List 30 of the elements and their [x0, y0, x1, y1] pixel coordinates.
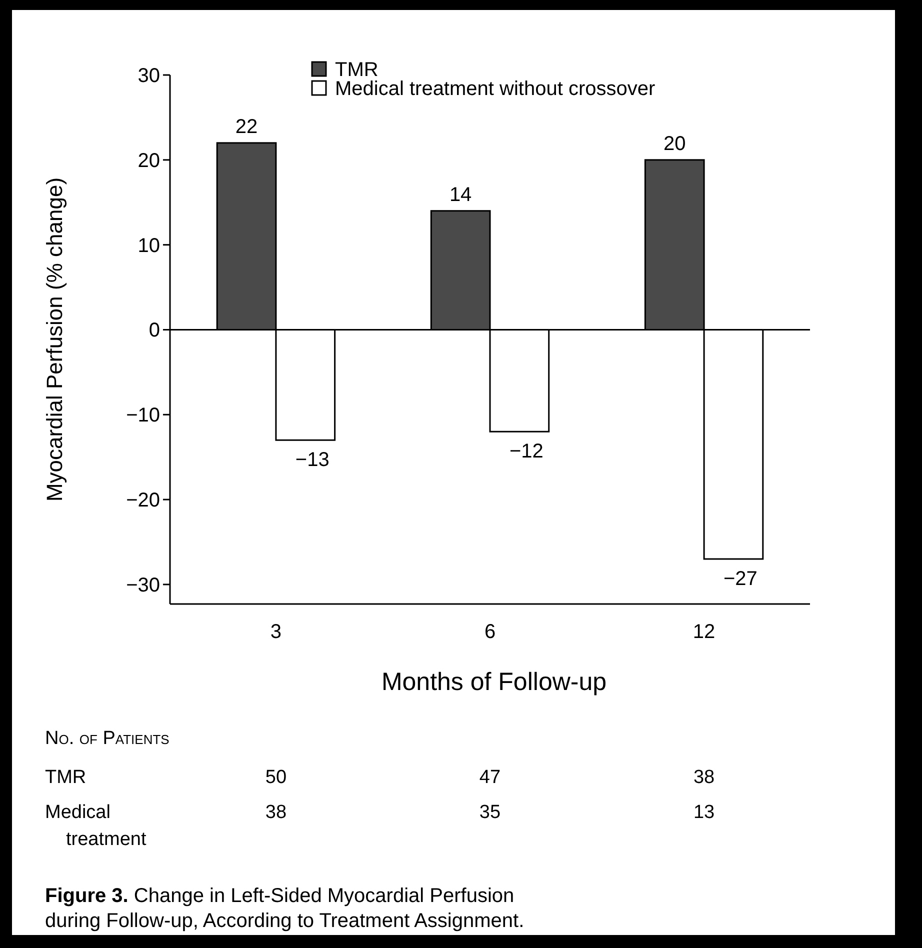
- text: 35: [479, 802, 501, 823]
- y-tick-label: −30: [126, 574, 160, 596]
- data-label: 14: [449, 184, 472, 206]
- x-axis-title: Months of Follow-up: [381, 668, 607, 696]
- text: 38: [265, 802, 287, 823]
- y-tick-label: −10: [126, 404, 160, 427]
- caption: Figure 3. Change in Left-Sided Myocardial Perfusion during Follow-up, According to Treatment Assignment.: [45, 885, 524, 932]
- y-axis-title: Myocardial Perfusion (% change): [42, 177, 67, 502]
- y-tick-label: 0: [148, 320, 160, 342]
- y-tick-label: 30: [138, 65, 160, 87]
- data-label: −13: [295, 449, 330, 472]
- x-tick-label: 6: [484, 621, 496, 643]
- text: 38: [693, 767, 715, 788]
- legend-label: TMR: [335, 59, 378, 81]
- y-tick-label: 20: [138, 150, 160, 172]
- text: TMR: [45, 767, 86, 788]
- text: 13: [693, 802, 715, 823]
- x-tick-label: 3: [270, 621, 282, 643]
- y-tick-label: 10: [138, 234, 160, 257]
- data-label: −27: [724, 568, 758, 590]
- x-tick-label: 12: [692, 621, 716, 643]
- text: No. of Patients: [45, 728, 170, 749]
- data-label: 22: [235, 116, 258, 138]
- legend-label: Medical treatment without crossover: [335, 78, 656, 100]
- text: Medical treatment: [45, 802, 147, 850]
- y-tick-label: −20: [126, 490, 160, 512]
- data-label: 20: [663, 132, 686, 155]
- text: 50: [265, 767, 287, 788]
- text: 47: [479, 767, 501, 788]
- data-label: −12: [509, 440, 544, 463]
